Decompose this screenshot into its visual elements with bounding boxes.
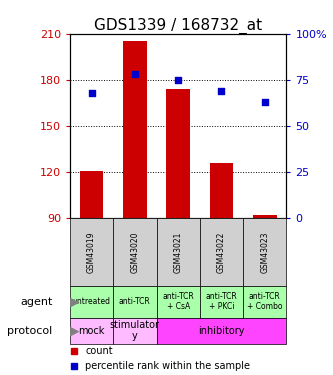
- Bar: [70, 286, 113, 318]
- Point: [89, 90, 94, 96]
- Text: anti-TCR
+ CsA: anti-TCR + CsA: [162, 292, 194, 312]
- Bar: [209, 163, 233, 218]
- Text: untreated: untreated: [73, 297, 111, 306]
- Bar: [200, 286, 243, 318]
- Text: GSM43023: GSM43023: [260, 231, 269, 273]
- Text: agent: agent: [20, 297, 53, 307]
- Text: anti-TCR
+ Combo: anti-TCR + Combo: [247, 292, 282, 312]
- Bar: [243, 218, 286, 286]
- Bar: [80, 171, 104, 218]
- Text: count: count: [85, 345, 113, 355]
- Text: percentile rank within the sample: percentile rank within the sample: [85, 361, 250, 371]
- Bar: [200, 218, 243, 286]
- Bar: [157, 318, 286, 344]
- Bar: [70, 218, 113, 286]
- Title: GDS1339 / 168732_at: GDS1339 / 168732_at: [94, 18, 262, 34]
- Bar: [70, 318, 113, 344]
- Bar: [113, 318, 157, 344]
- Point: [219, 88, 224, 94]
- Bar: [243, 286, 286, 318]
- Bar: [123, 41, 147, 218]
- Point: [175, 77, 181, 83]
- Text: GSM43020: GSM43020: [130, 231, 140, 273]
- Text: ▶: ▶: [70, 324, 80, 337]
- Point: [262, 99, 267, 105]
- Text: inhibitory: inhibitory: [198, 326, 245, 336]
- Point: [132, 71, 138, 77]
- Bar: [253, 215, 277, 218]
- Text: protocol: protocol: [7, 326, 53, 336]
- Text: ▶: ▶: [70, 295, 80, 308]
- Text: GSM43022: GSM43022: [217, 231, 226, 273]
- Bar: [157, 286, 200, 318]
- Text: stimulator
y: stimulator y: [110, 320, 160, 342]
- Text: GSM43019: GSM43019: [87, 231, 96, 273]
- Text: GSM43021: GSM43021: [173, 231, 183, 273]
- Bar: [157, 218, 200, 286]
- Text: anti-TCR: anti-TCR: [119, 297, 151, 306]
- Bar: [113, 218, 157, 286]
- Text: mock: mock: [78, 326, 105, 336]
- Bar: [113, 286, 157, 318]
- Text: anti-TCR
+ PKCi: anti-TCR + PKCi: [205, 292, 237, 312]
- Bar: [166, 89, 190, 218]
